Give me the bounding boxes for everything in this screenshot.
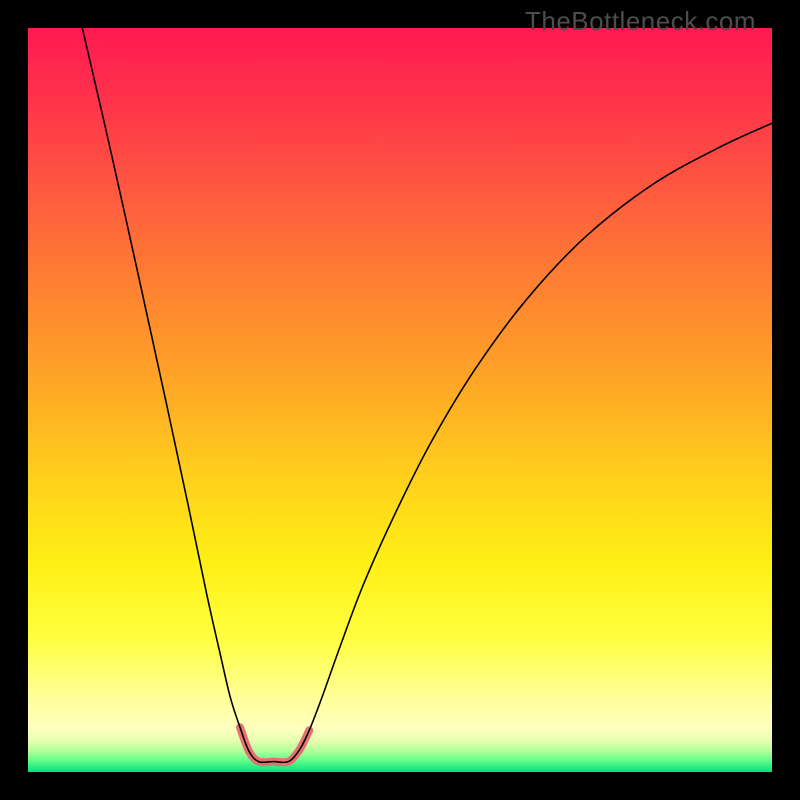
plot-area [28, 28, 772, 772]
chart-container: TheBottleneck.com [0, 0, 800, 800]
curve-layer [28, 28, 772, 772]
bottleneck-curve [82, 28, 772, 762]
border-bottom [0, 772, 800, 800]
bottleneck-curve-bottom [240, 727, 309, 762]
border-right [772, 0, 800, 800]
watermark-text: TheBottleneck.com [525, 6, 756, 37]
border-left [0, 0, 28, 800]
